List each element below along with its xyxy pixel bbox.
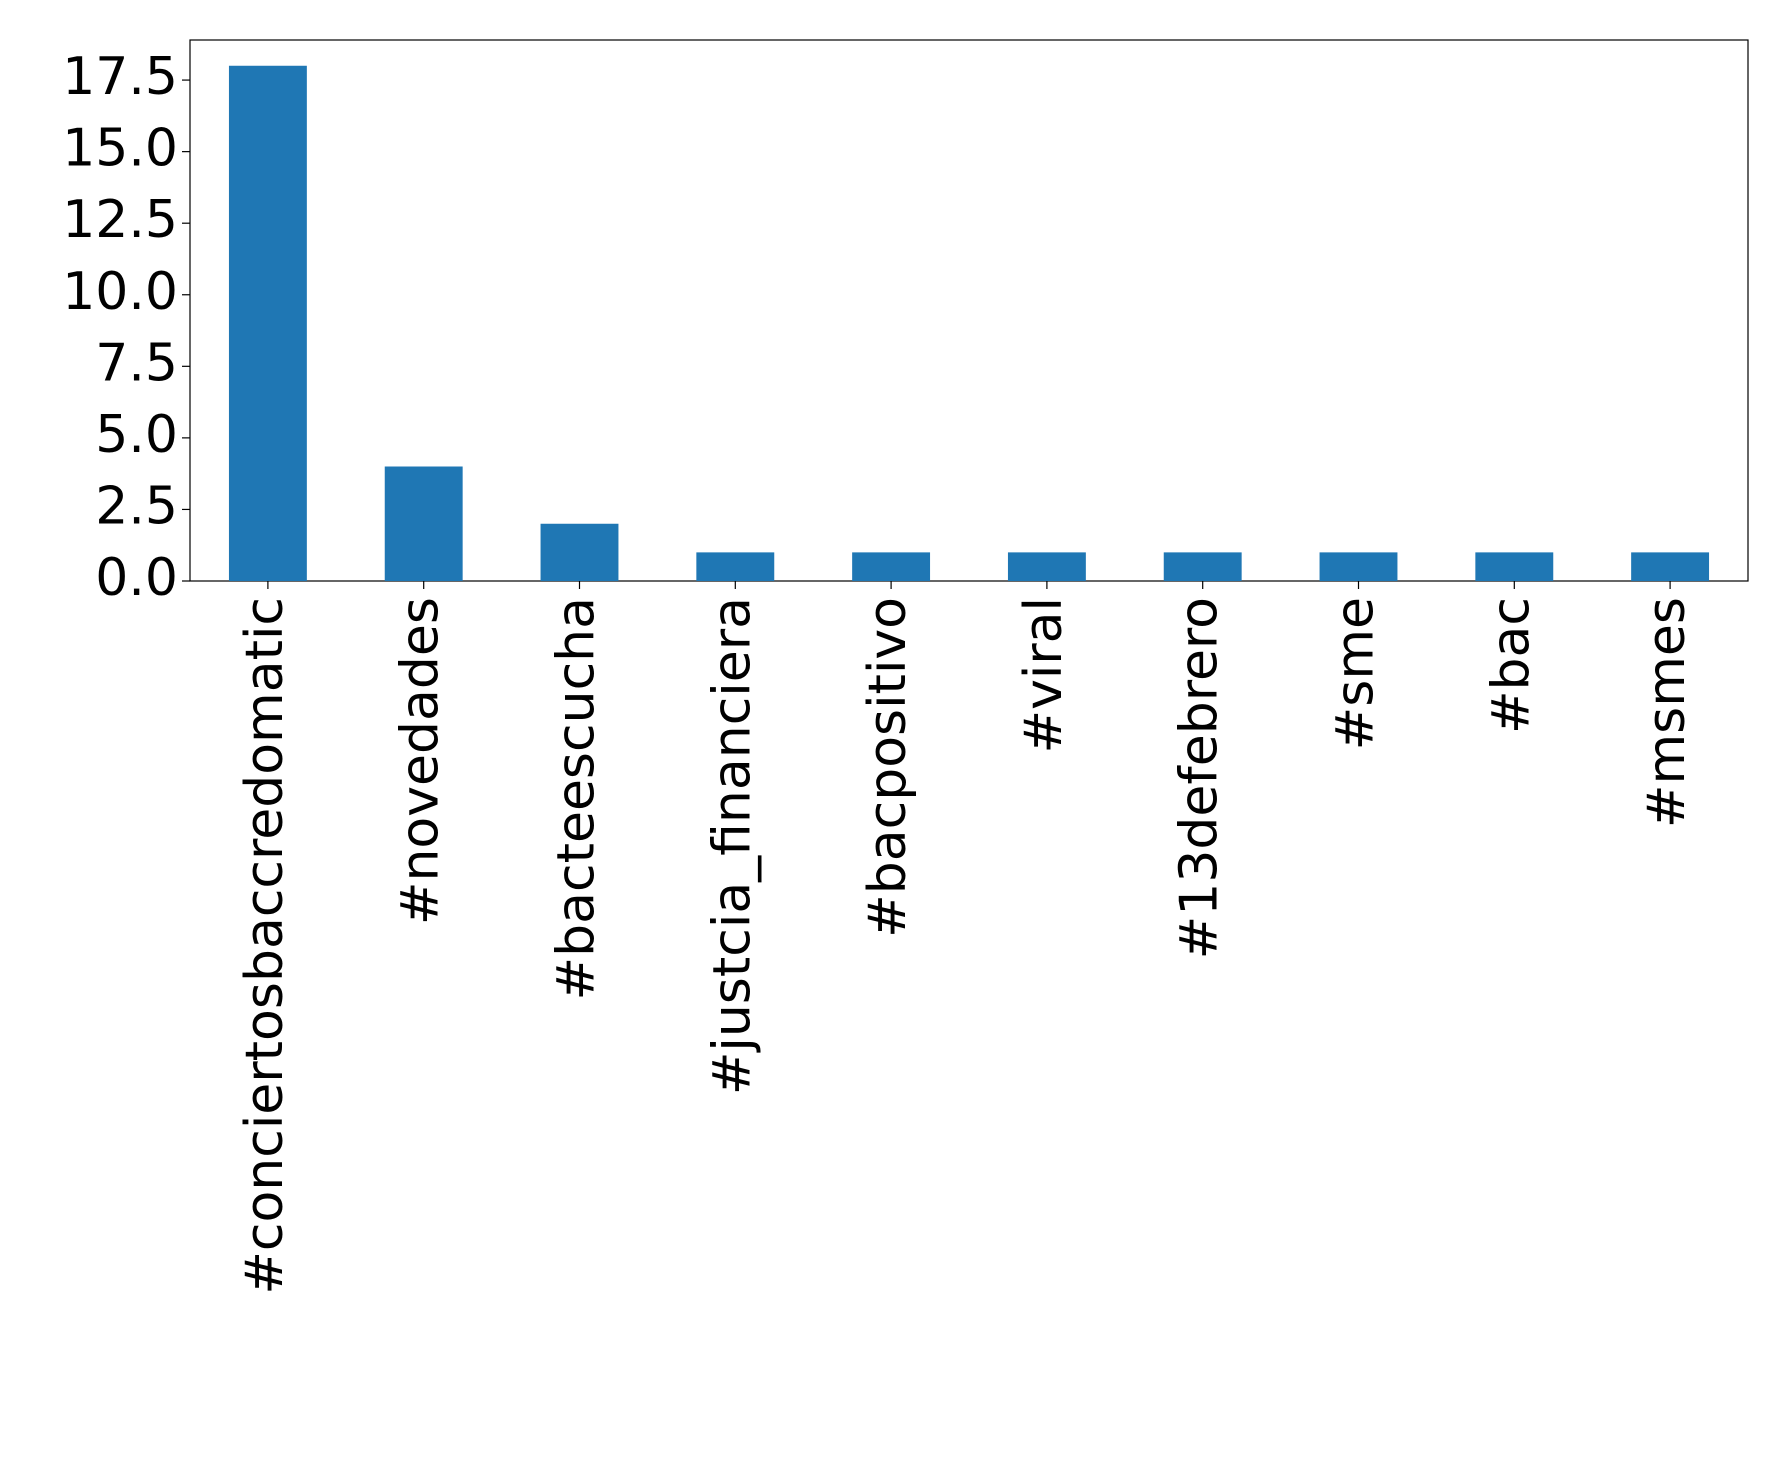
plot-frame xyxy=(189,39,1749,582)
bar xyxy=(540,523,619,581)
x-tick-label: #bac xyxy=(1481,597,1541,734)
x-tick-label: #justcia_financiera xyxy=(702,597,762,1095)
y-tick-label: 0.0 xyxy=(95,548,178,608)
y-tick-label: 15.0 xyxy=(62,119,178,179)
bar xyxy=(1319,552,1398,581)
x-tick-label: #msmes xyxy=(1637,597,1697,828)
y-tick-label: 17.5 xyxy=(62,47,178,107)
y-tick-label: 2.5 xyxy=(95,476,178,536)
bar xyxy=(1007,552,1086,581)
y-tick-label: 10.0 xyxy=(62,262,178,322)
x-tick-label: #13defebrero xyxy=(1170,597,1230,959)
bar xyxy=(228,65,307,581)
bar xyxy=(1631,552,1710,581)
y-tick-label: 12.5 xyxy=(62,190,178,250)
y-tick-label: 5.0 xyxy=(95,405,178,465)
x-tick-label: #viral xyxy=(1014,597,1074,753)
x-tick-label: #bacteescucha xyxy=(547,597,607,1000)
bar xyxy=(696,552,775,581)
y-tick-label: 7.5 xyxy=(95,333,178,393)
x-tick-label: #novedades xyxy=(391,597,451,925)
x-tick-label: #bacpositivo xyxy=(858,597,918,938)
bar xyxy=(1475,552,1554,581)
bar xyxy=(1163,552,1242,581)
bar xyxy=(852,552,931,581)
x-tick-label: #sme xyxy=(1326,597,1386,750)
x-tick-label: #conciertosbaccredomatic xyxy=(235,597,295,1295)
bar xyxy=(384,466,463,581)
